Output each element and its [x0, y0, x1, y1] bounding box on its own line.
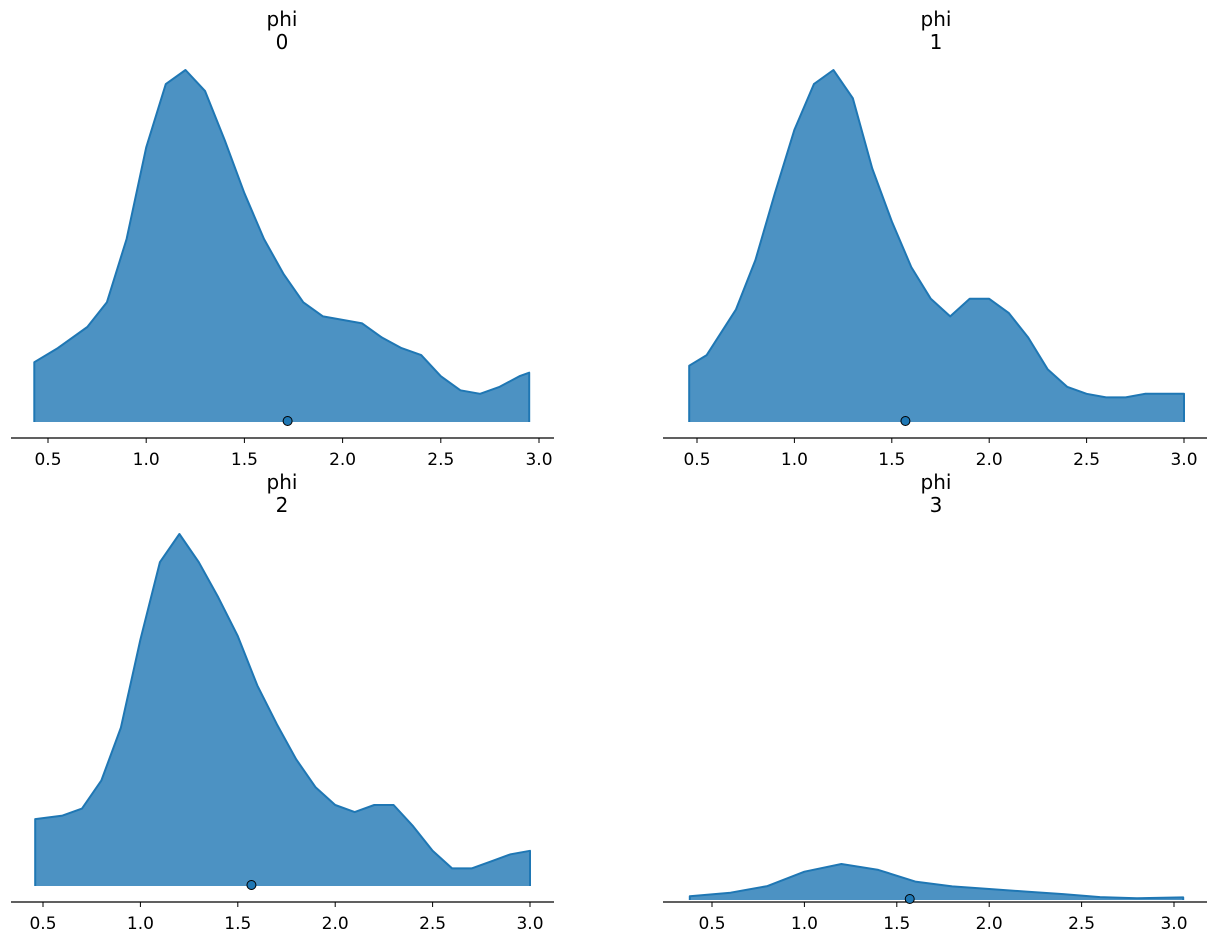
x-tick-label: 2.0: [329, 450, 356, 470]
x-tick-label: 3.0: [1160, 914, 1187, 934]
density-area: [34, 70, 530, 422]
density-area: [689, 70, 1184, 422]
x-tick-label: 0.5: [29, 914, 56, 934]
x-tick-label: 0.5: [698, 914, 725, 934]
x-tick-label: 2.5: [1073, 450, 1100, 470]
panel-title-var: phi: [921, 470, 952, 494]
density-line: [688, 863, 1185, 900]
density-area: [35, 534, 530, 886]
x-tick-label: 0.5: [683, 450, 710, 470]
density-line: [34, 533, 531, 886]
x-tick-label: 1.0: [781, 450, 808, 470]
x-tick-label: 2.0: [322, 914, 349, 934]
x-tick-label: 2.5: [427, 450, 454, 470]
x-tick-label: 3.0: [516, 914, 543, 934]
panel-title-index: 3: [930, 493, 943, 517]
point-estimate-marker: [282, 416, 293, 426]
x-tick-label: 1.0: [127, 914, 154, 934]
point-estimate-marker: [900, 416, 911, 426]
x-tick-label: 1.0: [791, 914, 818, 934]
x-tick-label: 3.0: [525, 450, 552, 470]
x-tick-label: 1.5: [231, 450, 258, 470]
panel-title-index: 1: [930, 30, 943, 54]
density-area: [689, 864, 1184, 900]
x-tick-label: 1.5: [883, 914, 910, 934]
panel-title-index: 2: [276, 493, 289, 517]
density-line: [688, 69, 1185, 422]
panel-title-var: phi: [921, 7, 952, 31]
x-tick-label: 2.0: [976, 914, 1003, 934]
x-tick-label: 1.0: [133, 450, 160, 470]
point-estimate-marker: [246, 880, 257, 890]
density-line: [33, 69, 531, 422]
panel-title-var: phi: [267, 7, 298, 31]
x-tick-label: 1.5: [224, 914, 251, 934]
x-tick-label: 2.5: [419, 914, 446, 934]
x-tick-label: 0.5: [34, 450, 61, 470]
point-estimate-marker: [904, 894, 915, 904]
x-tick-label: 2.5: [1068, 914, 1095, 934]
x-tick-label: 2.0: [976, 450, 1003, 470]
panel-title-var: phi: [267, 470, 298, 494]
x-tick-label: 1.5: [878, 450, 905, 470]
x-tick-label: 3.0: [1170, 450, 1197, 470]
panel-title-index: 0: [276, 30, 289, 54]
